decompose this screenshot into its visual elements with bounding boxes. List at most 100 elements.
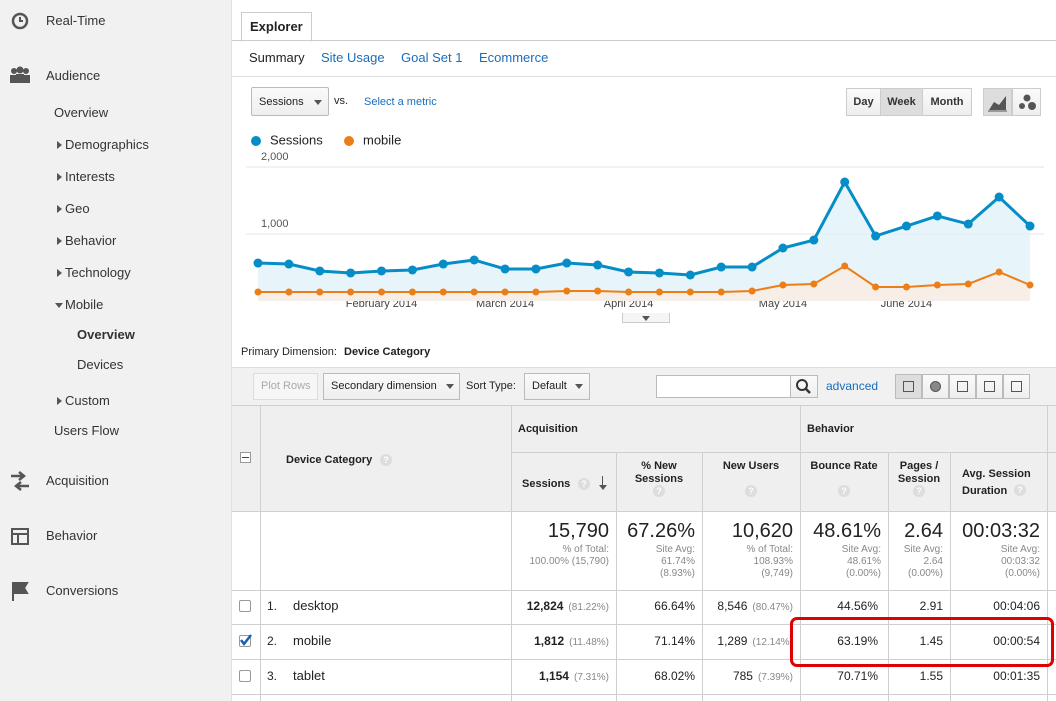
column-line (1047, 405, 1048, 701)
help-icon: ? (913, 485, 925, 497)
total-note: 61.74% (661, 556, 695, 567)
cell-share: (11.48%) (569, 637, 609, 648)
cell-share: (7.31%) (573, 672, 609, 683)
view-button[interactable] (949, 374, 976, 399)
view-button[interactable] (895, 374, 922, 399)
caret (55, 303, 63, 308)
data-point (438, 259, 448, 269)
sidebar-item[interactable]: Geo (65, 201, 90, 216)
column-header-text: Avg. Session Duration (962, 468, 1031, 497)
data-point (654, 268, 664, 278)
sidebar-item[interactable]: Custom (65, 393, 110, 408)
sidebar-item[interactable]: Users Flow (54, 423, 120, 438)
series-area (258, 182, 1030, 301)
view-button[interactable] (976, 374, 1003, 399)
data-point (872, 283, 880, 291)
total-note: (9,749) (761, 568, 793, 579)
total-note: Site Avg: (841, 544, 881, 555)
sidebar-item[interactable]: Overview (77, 327, 135, 342)
advanced-link[interactable]: advanced (826, 379, 879, 393)
period-button[interactable] (846, 88, 881, 116)
data-point (901, 221, 911, 231)
period-button[interactable] (880, 88, 923, 116)
data-point (594, 287, 602, 295)
highlight-box (790, 617, 1054, 667)
search-button[interactable] (790, 375, 818, 398)
primary-dimension-value: Device Category (344, 346, 431, 358)
realtime-icon (11, 12, 29, 30)
search-icon (796, 379, 811, 394)
sidebar-item[interactable]: Overview (54, 105, 109, 120)
caret (314, 100, 322, 105)
subtab[interactable]: Summary (249, 50, 305, 65)
view-icon (957, 381, 968, 392)
sidebar-item[interactable]: Devices (77, 357, 124, 372)
view-icon (903, 381, 914, 392)
subtab[interactable]: Ecommerce (479, 50, 549, 65)
sidebar-item[interactable]: Real-Time (46, 13, 106, 28)
row-line (232, 694, 1056, 695)
view-icon (984, 381, 995, 392)
secondary-dropdown[interactable] (323, 373, 460, 400)
sort-type-label: Sort Type: (466, 380, 516, 392)
help-icon: ? (380, 454, 392, 466)
cell-share: (81.22%) (568, 602, 609, 613)
caret (57, 173, 62, 181)
data-point (994, 192, 1004, 202)
select-metric[interactable]: Select a metric (364, 96, 437, 108)
column-header-text: % New Sessions (634, 460, 684, 485)
sidebar-item[interactable]: Behavior (46, 528, 98, 543)
group-header: Behavior (807, 423, 855, 435)
total-value: 2.64 (904, 520, 943, 542)
data-point (902, 283, 910, 291)
y-tick-label: 2,000 (261, 151, 289, 163)
subtab[interactable]: Goal Set 1 (401, 50, 463, 65)
sidebar-item[interactable]: Demographics (65, 137, 149, 152)
cell-value: 68.02% (654, 669, 695, 683)
header-line (232, 511, 1056, 512)
metric-label: Sessions (259, 96, 304, 108)
checkmark (240, 634, 252, 647)
row-name[interactable]: tablet (293, 668, 325, 683)
row-checkbox[interactable] (239, 670, 251, 682)
plot-rows-label: Plot Rows (261, 380, 311, 392)
sidebar-item[interactable]: Interests (65, 169, 115, 184)
vs-label: vs. (334, 95, 349, 107)
sidebar-item[interactable]: Mobile (65, 297, 104, 312)
sidebar-item[interactable]: Technology (65, 265, 131, 280)
help-icon: ? (838, 485, 850, 497)
search-input[interactable] (656, 375, 791, 398)
sidebar-item[interactable]: Audience (46, 68, 101, 83)
row-name[interactable]: mobile (293, 633, 332, 648)
help-icon: ? (745, 485, 757, 497)
sidebar-item[interactable]: Conversions (46, 583, 119, 598)
plot-rows-button[interactable] (253, 373, 318, 400)
total-note: 00:03:32 (1001, 556, 1040, 567)
data-point (315, 266, 325, 276)
legend-label: mobile (363, 132, 401, 147)
chart-type-motion[interactable] (1012, 88, 1041, 116)
total-note: 108.93% (753, 556, 793, 567)
cell: 1,154 (7.31%) (539, 667, 609, 687)
caret (57, 237, 62, 245)
cell-value: 00:01:35 (993, 669, 1040, 683)
data-point (284, 259, 294, 269)
sidebar-item[interactable]: Behavior (65, 233, 117, 248)
data-point (377, 266, 387, 276)
cell-value: 1,154 (538, 669, 569, 683)
row-name[interactable]: desktop (293, 598, 339, 613)
cell-value: 1.45 (919, 634, 943, 648)
cell-value: 785 (732, 669, 753, 683)
period-button[interactable] (922, 88, 972, 116)
view-button[interactable] (1003, 374, 1030, 399)
view-icon (930, 381, 941, 392)
chart-type-line[interactable] (983, 88, 1012, 116)
data-point (841, 262, 849, 270)
row-checkbox[interactable] (239, 600, 251, 612)
data-point (1025, 221, 1035, 231)
subtab[interactable]: Site Usage (321, 50, 385, 65)
cell-value: 1,289 (717, 634, 748, 648)
sidebar-item[interactable]: Acquisition (46, 473, 109, 488)
help-icon: ? (1014, 484, 1026, 496)
